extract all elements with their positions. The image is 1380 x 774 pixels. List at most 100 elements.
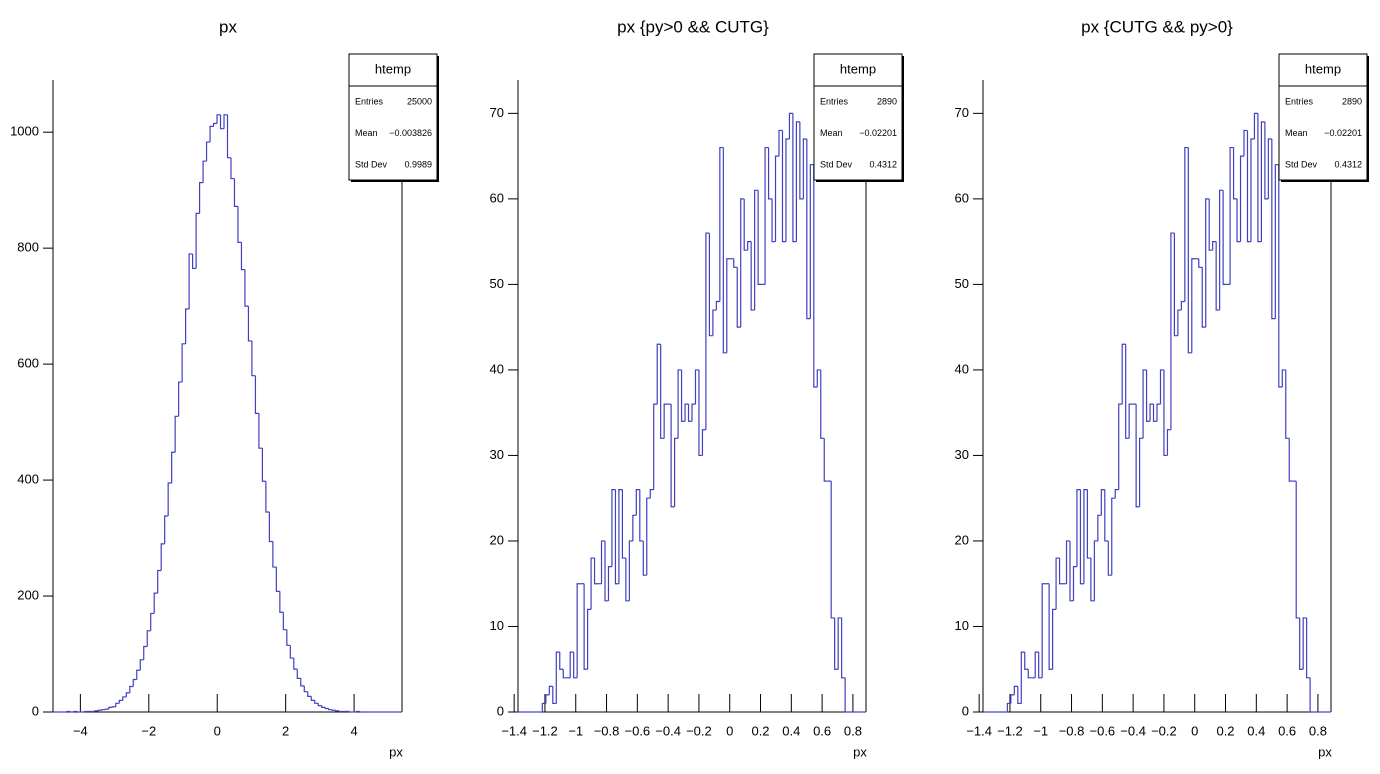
stats-value: −0.02201	[859, 128, 897, 138]
bin	[1125, 344, 1130, 439]
bin	[1236, 198, 1241, 243]
bin	[736, 267, 741, 328]
bin	[1145, 369, 1151, 422]
bin	[1271, 139, 1276, 320]
bin	[1246, 130, 1251, 243]
bin	[1041, 583, 1046, 678]
bin	[1184, 146, 1189, 302]
bin	[1114, 489, 1119, 499]
bin	[1212, 241, 1217, 251]
bin	[708, 233, 713, 337]
bin	[198, 182, 204, 214]
x-axis-title: px	[853, 744, 867, 759]
bin	[1024, 652, 1029, 670]
bin	[604, 540, 609, 602]
bin	[1243, 129, 1248, 157]
bin	[1309, 677, 1314, 713]
bin	[1173, 233, 1178, 337]
chart-title: px {CUTG && py>0}	[1081, 17, 1233, 36]
bin	[216, 114, 221, 124]
bin	[1232, 147, 1238, 200]
bin	[244, 269, 249, 307]
bin	[76, 711, 81, 713]
bin	[1205, 198, 1210, 328]
bin	[1107, 540, 1112, 576]
bin	[1299, 617, 1304, 670]
bin	[118, 699, 123, 704]
stats-label: Mean	[1285, 128, 1308, 138]
bin	[569, 651, 574, 678]
bin	[754, 189, 759, 311]
x-tick-label: −1	[568, 723, 583, 738]
bin	[307, 691, 312, 697]
y-tick-label: 50	[490, 276, 504, 291]
bin	[1215, 241, 1220, 311]
stats-box	[348, 53, 438, 181]
bin	[771, 198, 776, 243]
bin	[268, 511, 273, 543]
stats-value: 2890	[877, 96, 897, 106]
bin	[674, 437, 679, 507]
bin	[621, 489, 626, 559]
y-tick-label: 50	[955, 276, 969, 291]
x-tick-label: −1	[1033, 723, 1048, 738]
bin	[587, 608, 592, 670]
bin	[1201, 267, 1206, 328]
bin	[251, 340, 256, 377]
stats-label: Std Dev	[1285, 159, 1318, 169]
bin	[701, 429, 706, 456]
bin	[296, 669, 301, 679]
bin	[136, 669, 141, 680]
stats-label: Std Dev	[355, 159, 388, 169]
bin	[1257, 113, 1262, 243]
bin	[1156, 403, 1161, 422]
stats-label: Std Dev	[820, 159, 853, 169]
bin	[1079, 489, 1084, 585]
bin	[1076, 489, 1081, 567]
bin	[1013, 685, 1018, 695]
stats-value: −0.02201	[1324, 128, 1362, 138]
bin	[611, 489, 616, 567]
x-tick-label: 0	[1191, 723, 1198, 738]
bin	[642, 540, 647, 576]
y-tick-label: 30	[955, 447, 969, 462]
stats-box	[813, 53, 903, 181]
bin	[1010, 694, 1015, 704]
stats-label: Mean	[820, 128, 843, 138]
x-axis-title: px	[1318, 744, 1332, 759]
stats-value: 0.4312	[1334, 159, 1362, 169]
bin	[712, 309, 717, 336]
bin	[164, 515, 169, 544]
y-tick-label: 70	[490, 105, 504, 120]
bin	[254, 375, 259, 414]
bin	[809, 164, 814, 319]
bin	[635, 489, 640, 516]
bin	[1038, 652, 1043, 679]
bin	[83, 710, 88, 713]
stats-box	[1278, 53, 1368, 181]
bin	[303, 685, 308, 693]
bin	[614, 489, 619, 585]
bin	[576, 583, 581, 678]
bin	[272, 541, 277, 568]
bin	[834, 617, 839, 670]
bin	[1149, 403, 1154, 422]
bin	[1295, 481, 1300, 619]
bin	[157, 569, 162, 594]
bin	[314, 700, 319, 704]
bin	[289, 645, 294, 659]
bin	[726, 258, 731, 353]
bin	[1017, 686, 1022, 705]
x-tick-label: −0.2	[1151, 723, 1177, 738]
y-tick-label: 1000	[10, 124, 39, 139]
x-tick-label: 0.6	[813, 723, 831, 738]
bin	[1121, 343, 1126, 405]
stats-title: htemp	[840, 61, 876, 76]
histogram-panel: px {CUTG && py>0} 0 10 20 30 40 50 60 70 −1.4 −1.2…	[955, 17, 1369, 759]
stats-value: 2890	[1342, 96, 1362, 106]
x-tick-label: 0.8	[1309, 723, 1327, 738]
bin	[122, 696, 127, 701]
histogram-panel: px 0 200 400 600 800 1000 −4 −2 0 2 4 px htemp Entries…	[10, 17, 439, 759]
bin	[795, 121, 800, 242]
histogram-panel: px {py>0 && CUTG} 0 10 20 30 40 50 60 70 −1.4 −1.2…	[490, 17, 904, 759]
